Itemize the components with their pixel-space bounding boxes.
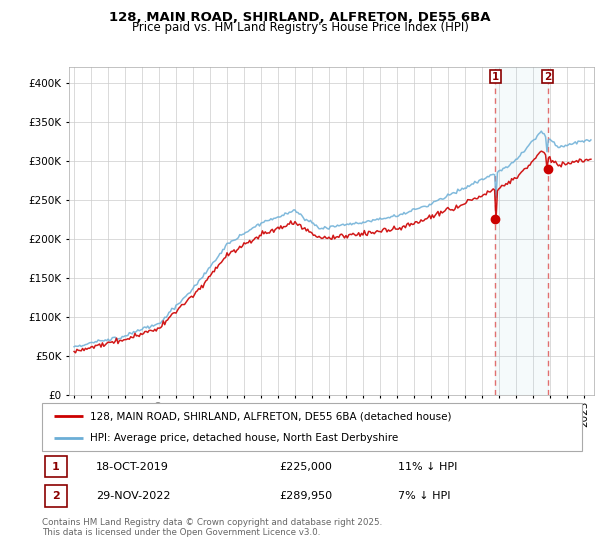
Bar bbox=[496, 67, 548, 395]
Text: 11% ↓ HPI: 11% ↓ HPI bbox=[398, 461, 458, 472]
Text: £225,000: £225,000 bbox=[280, 461, 332, 472]
Text: 1: 1 bbox=[52, 461, 60, 472]
Text: 18-OCT-2019: 18-OCT-2019 bbox=[96, 461, 169, 472]
Text: 2: 2 bbox=[544, 72, 551, 82]
FancyBboxPatch shape bbox=[45, 456, 67, 477]
Text: £289,950: £289,950 bbox=[280, 491, 333, 501]
Text: Price paid vs. HM Land Registry's House Price Index (HPI): Price paid vs. HM Land Registry's House … bbox=[131, 21, 469, 34]
Text: 128, MAIN ROAD, SHIRLAND, ALFRETON, DE55 6BA: 128, MAIN ROAD, SHIRLAND, ALFRETON, DE55… bbox=[109, 11, 491, 24]
Text: Contains HM Land Registry data © Crown copyright and database right 2025.
This d: Contains HM Land Registry data © Crown c… bbox=[42, 518, 382, 538]
FancyBboxPatch shape bbox=[42, 403, 582, 451]
Text: 128, MAIN ROAD, SHIRLAND, ALFRETON, DE55 6BA (detached house): 128, MAIN ROAD, SHIRLAND, ALFRETON, DE55… bbox=[89, 411, 451, 421]
FancyBboxPatch shape bbox=[45, 486, 67, 506]
Text: 1: 1 bbox=[491, 72, 499, 82]
Text: HPI: Average price, detached house, North East Derbyshire: HPI: Average price, detached house, Nort… bbox=[89, 433, 398, 443]
Text: 2: 2 bbox=[52, 491, 60, 501]
Text: 7% ↓ HPI: 7% ↓ HPI bbox=[398, 491, 451, 501]
Text: 29-NOV-2022: 29-NOV-2022 bbox=[96, 491, 170, 501]
